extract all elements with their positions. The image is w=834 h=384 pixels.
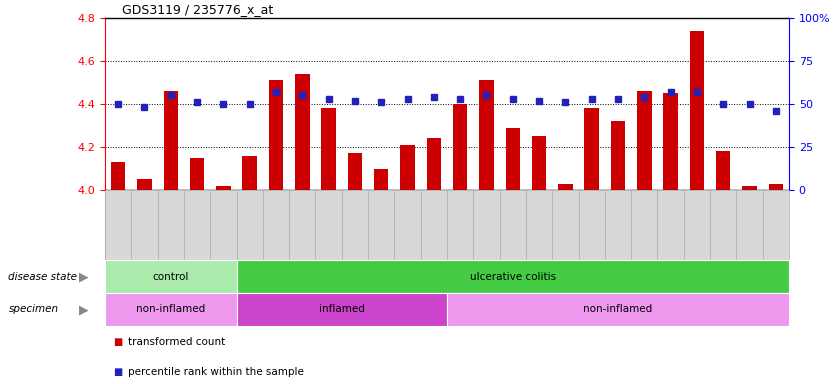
Text: non-inflamed: non-inflamed	[136, 305, 205, 314]
Text: non-inflamed: non-inflamed	[583, 305, 653, 314]
Bar	[663, 93, 678, 190]
Bar	[716, 151, 731, 190]
Text: inflamed: inflamed	[319, 305, 364, 314]
Bar	[321, 108, 336, 190]
Bar	[374, 169, 389, 190]
Text: ■: ■	[113, 367, 123, 377]
Text: ulcerative colitis: ulcerative colitis	[470, 271, 555, 281]
Bar	[610, 121, 626, 190]
Bar	[532, 136, 546, 190]
Bar	[216, 186, 231, 190]
Bar	[453, 104, 467, 190]
Bar	[111, 162, 125, 190]
Bar	[427, 138, 441, 190]
Text: ▶: ▶	[79, 270, 88, 283]
Bar	[243, 156, 257, 190]
Bar	[269, 80, 284, 190]
Text: ▶: ▶	[79, 303, 88, 316]
Bar	[585, 108, 599, 190]
Text: transformed count: transformed count	[128, 337, 226, 347]
Bar	[400, 145, 414, 190]
Bar	[637, 91, 651, 190]
Text: disease state: disease state	[8, 271, 78, 281]
Bar	[505, 127, 520, 190]
Text: ■: ■	[113, 337, 123, 347]
Bar	[558, 184, 573, 190]
Bar	[480, 80, 494, 190]
Bar	[348, 154, 362, 190]
Bar	[163, 91, 178, 190]
Bar	[769, 184, 783, 190]
Bar	[690, 31, 704, 190]
Bar	[190, 158, 204, 190]
Text: percentile rank within the sample: percentile rank within the sample	[128, 367, 304, 377]
Text: specimen: specimen	[8, 305, 58, 314]
Bar	[138, 179, 152, 190]
Text: control: control	[153, 271, 189, 281]
Bar	[742, 186, 756, 190]
Text: GDS3119 / 235776_x_at: GDS3119 / 235776_x_at	[122, 3, 273, 16]
Bar	[295, 74, 309, 190]
